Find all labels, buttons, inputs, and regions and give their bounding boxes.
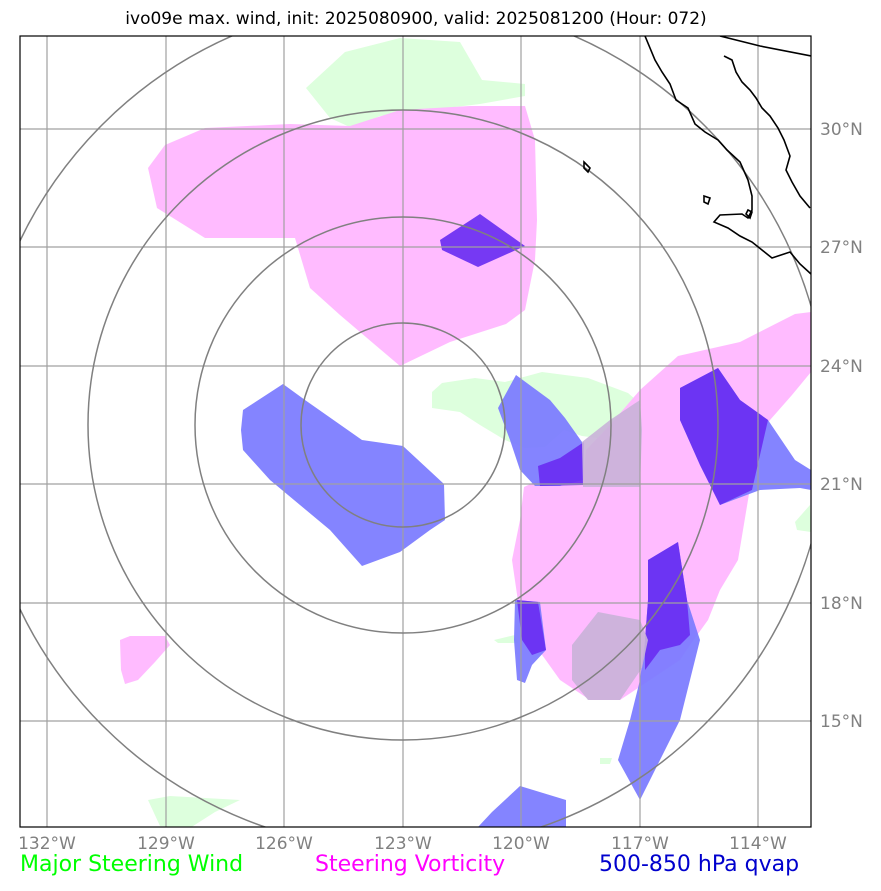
range-ring-1 [300, 322, 506, 528]
steering-wind-area [795, 505, 811, 532]
qvap-strong-area [645, 542, 690, 670]
coastline-baja [644, 36, 811, 275]
lat-tick-labels: 30°N 27°N 24°N 21°N 18°N 15°N [820, 120, 863, 732]
overlap-area [582, 400, 642, 487]
island [745, 208, 753, 220]
lon-tick-label: 126°W [255, 834, 313, 854]
graticule [20, 36, 811, 827]
lat-tick-label: 24°N [820, 357, 863, 377]
plot-frame [19, 35, 812, 828]
lon-tick-label: 117°W [611, 834, 669, 854]
steering-wind-area [306, 38, 525, 128]
plot-title: ivo09e max. wind, init: 2025080900, vali… [125, 9, 707, 29]
lat-tick-label: 30°N [820, 120, 863, 140]
coastlines [583, 36, 811, 275]
qvap-strong-area [680, 368, 768, 505]
legend-steering-vorticity: Steering Vorticity [315, 852, 506, 877]
lat-tick-label: 18°N [820, 594, 863, 614]
steering-wind-area [600, 758, 612, 764]
steering-wind-area [494, 635, 518, 643]
coastline-mainland [719, 36, 811, 57]
lon-tick-label: 114°W [729, 834, 787, 854]
qvap-strong-layer [440, 214, 768, 670]
legend-steering-wind: Major Steering Wind [20, 852, 244, 877]
range-ring-2 [194, 216, 612, 634]
coastline-gulf [723, 55, 811, 209]
qvap-strong-area [440, 214, 525, 267]
lon-tick-label: 129°W [137, 834, 195, 854]
steering-vorticity-area [148, 106, 537, 366]
lon-tick-labels: 132°W 129°W 126°W 123°W 120°W 117°W 114°… [18, 834, 787, 854]
qvap-area [478, 786, 566, 827]
qvap-area [241, 384, 445, 566]
steering-vorticity-area [120, 636, 170, 684]
steering-wind-area [148, 796, 240, 827]
lat-tick-label: 15°N [820, 712, 863, 732]
lon-tick-label: 123°W [374, 834, 432, 854]
lon-tick-label: 132°W [18, 834, 76, 854]
range-rings [20, 36, 811, 827]
lat-tick-label: 21°N [820, 475, 863, 495]
island [703, 194, 712, 206]
lon-tick-label: 120°W [492, 834, 550, 854]
qvap-strong-area [517, 600, 546, 655]
legend-qvap: 500-850 hPa qvap [599, 852, 800, 877]
qvap-strong-area [538, 442, 584, 486]
range-ring-3 [87, 109, 719, 741]
island [583, 160, 591, 174]
lat-tick-label: 27°N [820, 238, 863, 258]
